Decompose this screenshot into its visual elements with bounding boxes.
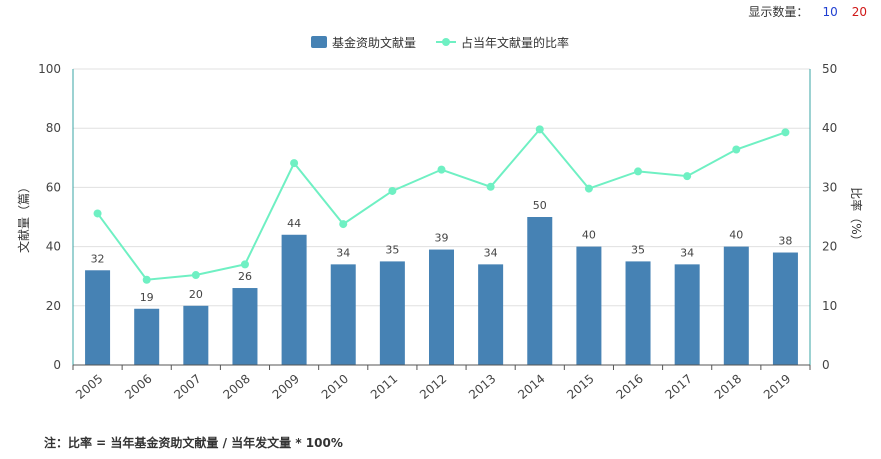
x-tick-label: 2016 <box>614 372 646 402</box>
legend-line-dot <box>442 38 450 46</box>
bar-data-label: 34 <box>484 246 498 259</box>
y-tick-label-right: 10 <box>822 299 837 313</box>
bar[interactable] <box>625 261 651 365</box>
axes <box>72 69 811 370</box>
x-tick-label: 2012 <box>417 372 449 402</box>
bar-data-label: 40 <box>729 229 743 242</box>
y-tick-label-left: 40 <box>46 240 61 254</box>
bar[interactable] <box>674 264 700 365</box>
bar-data-label: 40 <box>582 229 596 242</box>
y-tick-label-left: 20 <box>46 299 61 313</box>
bar-data-label: 38 <box>778 235 792 248</box>
bar-data-label: 35 <box>631 243 645 256</box>
bar[interactable] <box>134 308 160 365</box>
bar[interactable] <box>232 288 258 365</box>
x-tick-label: 2005 <box>73 372 105 402</box>
legend: 基金资助文献量 占当年文献量的比率 <box>311 35 569 50</box>
line-point[interactable] <box>240 260 249 269</box>
line-point[interactable] <box>486 182 495 191</box>
x-tick-label: 2009 <box>270 372 302 402</box>
y-axis-label-right: 比率（%） <box>849 187 864 246</box>
y-tick-label-left: 80 <box>46 121 61 135</box>
x-tick-label: 2007 <box>171 372 203 402</box>
line-point[interactable] <box>93 209 102 218</box>
bar[interactable] <box>723 246 749 365</box>
bar[interactable] <box>576 246 602 365</box>
line-series <box>93 125 790 284</box>
x-tick-label: 2014 <box>515 372 547 402</box>
right-axis-ticks: 0 10 20 30 40 50 <box>822 62 837 372</box>
x-tick-label: 2015 <box>564 372 596 402</box>
bar[interactable] <box>379 261 405 365</box>
x-tick-label: 2018 <box>712 372 744 402</box>
line-point[interactable] <box>290 159 299 168</box>
display-count-selector: 显示数量： 10 20 <box>748 3 867 20</box>
bar[interactable] <box>527 217 553 365</box>
x-tick-label: 2006 <box>122 372 154 402</box>
y-tick-label-left: 0 <box>53 358 61 372</box>
y-tick-label-right: 20 <box>822 240 837 254</box>
bar[interactable] <box>281 234 307 365</box>
line-point[interactable] <box>388 186 397 195</box>
legend-bar-swatch <box>311 36 327 48</box>
y-tick-label-right: 40 <box>822 121 837 135</box>
x-tick-label: 2013 <box>466 372 498 402</box>
y-tick-label-right: 50 <box>822 62 837 76</box>
bar-data-label: 39 <box>435 232 449 245</box>
display-count-label: 显示数量： <box>748 5 809 19</box>
bar[interactable] <box>183 305 209 365</box>
bar[interactable] <box>772 252 798 365</box>
bar-data-label: 34 <box>680 246 694 259</box>
bar-data-label: 26 <box>238 270 252 283</box>
line-point[interactable] <box>191 271 200 280</box>
line-point[interactable] <box>339 220 348 229</box>
bar-data-label: 20 <box>189 288 203 301</box>
bar[interactable] <box>429 249 454 365</box>
bar-data-label: 35 <box>385 243 399 256</box>
line-point[interactable] <box>142 275 151 284</box>
y-tick-label-left: 100 <box>38 62 61 76</box>
y-tick-label-left: 60 <box>46 180 61 194</box>
y-tick-label-right: 0 <box>822 358 830 372</box>
bar-data-label: 34 <box>336 246 350 259</box>
x-tick-label: 2017 <box>663 372 695 402</box>
bar-data-label: 32 <box>91 252 105 265</box>
bar[interactable] <box>478 264 504 365</box>
chart: 基金资助文献量 占当年文献量的比率 32 19 20 26 44 34 35 39 34 50 40… <box>16 35 864 402</box>
bar-data-labels: 32 19 20 26 44 34 35 39 34 50 40 35 34 40 38 <box>91 199 793 304</box>
display-count-option-20[interactable]: 20 <box>851 4 867 19</box>
legend-item-bar[interactable]: 基金资助文献量 <box>311 35 416 50</box>
bar[interactable] <box>85 270 111 365</box>
x-axis-ticks: 2005 2006 2007 2008 2009 2010 2011 2012 2013 2014… <box>73 372 793 402</box>
footnote: 注：比率 = 当年基金资助文献量 / 当年发文量 * 100% <box>44 436 343 450</box>
x-tick-label: 2011 <box>368 372 400 402</box>
bar-data-label: 19 <box>140 291 154 304</box>
bar[interactable] <box>330 264 356 365</box>
line-point[interactable] <box>683 172 692 181</box>
bar-data-label: 44 <box>287 217 301 230</box>
left-axis-ticks: 0 20 40 60 80 100 <box>38 62 61 372</box>
bar-series <box>85 217 798 365</box>
line-point[interactable] <box>732 145 741 154</box>
bar-data-label: 50 <box>533 199 547 212</box>
line-point[interactable] <box>437 165 446 174</box>
x-tick-label: 2008 <box>220 372 252 402</box>
legend-line-label: 占当年文献量的比率 <box>461 35 569 50</box>
y-axis-label-left: 文献量（篇） <box>16 181 31 253</box>
x-tick-label: 2019 <box>761 372 793 402</box>
y-tick-label-right: 30 <box>822 180 837 194</box>
line-point[interactable] <box>781 128 790 137</box>
line-point[interactable] <box>535 125 544 134</box>
line-point[interactable] <box>634 167 643 176</box>
legend-item-line[interactable]: 占当年文献量的比率 <box>436 35 569 50</box>
line-point[interactable] <box>584 184 593 193</box>
display-count-option-10[interactable]: 10 <box>822 4 838 19</box>
legend-bar-label: 基金资助文献量 <box>332 35 416 50</box>
x-tick-label: 2010 <box>319 372 351 402</box>
